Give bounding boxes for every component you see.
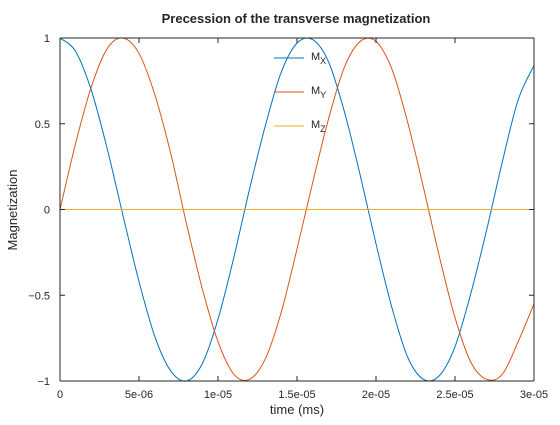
legend-label-mx: MX	[311, 51, 326, 66]
legend-label-subscript: Y	[320, 90, 326, 100]
legend-label-main: M	[311, 85, 320, 97]
y-tick-label: 0.5	[35, 119, 50, 131]
x-tick-label: 5e-06	[125, 389, 153, 401]
x-tick-label: 2.5e-05	[436, 389, 473, 401]
y-tick-label: 1	[44, 33, 50, 45]
y-tick-label: −1	[37, 376, 50, 388]
series-line-my	[59, 37, 535, 381]
legend-label-mz: MZ	[311, 119, 326, 134]
x-tick-label: 0	[57, 389, 63, 401]
x-tick-label: 1.5e-05	[278, 389, 315, 401]
legend-label-subscript: X	[320, 56, 326, 66]
x-axis-label: time (ms)	[270, 402, 324, 417]
y-axis-label: Magnetization	[5, 170, 20, 251]
chart-title: Precession of the transverse magnetizati…	[162, 11, 431, 26]
x-tick-label: 2e-05	[362, 389, 390, 401]
legend-label-main: M	[311, 119, 320, 131]
series-line-mx	[59, 37, 535, 382]
legend-label-my: MY	[311, 85, 326, 100]
series-layer	[59, 37, 535, 382]
legend-label-subscript: Z	[320, 124, 326, 134]
x-tick-label: 3e-05	[520, 389, 548, 401]
tick-layer: 0 5e-06 1e-05 1.5e-05 2e-05 2.5e-05 3e-05 −1 −0.…	[28, 33, 548, 401]
y-tick-label: −0.5	[28, 290, 50, 302]
y-tick-label: 0	[44, 205, 50, 217]
legend-label-main: M	[311, 51, 320, 63]
x-tick-label: 1e-05	[204, 389, 232, 401]
